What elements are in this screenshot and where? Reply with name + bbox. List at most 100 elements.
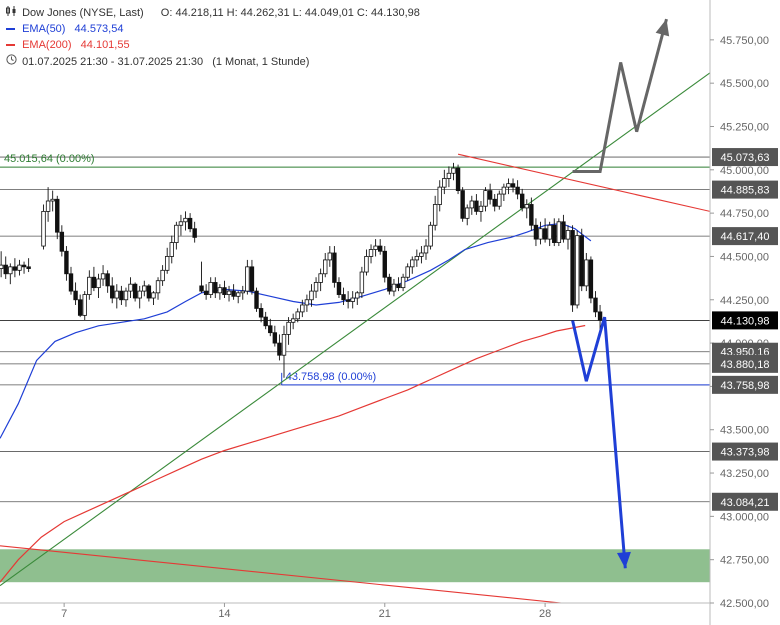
- candle: [570, 225, 575, 312]
- candle-body: [64, 250, 69, 275]
- candle: [277, 334, 282, 361]
- candle: [510, 178, 516, 193]
- candle: [245, 259, 250, 295]
- price-box-label: 43.084,21: [721, 497, 770, 509]
- candle: [231, 284, 236, 300]
- candle-body: [483, 190, 488, 207]
- candle: [12, 258, 18, 278]
- candle: [529, 197, 534, 231]
- candle-body: [323, 259, 328, 275]
- candle-body: [460, 190, 465, 219]
- candle-body: [164, 256, 170, 271]
- candle: [396, 277, 401, 292]
- candle-body: [359, 271, 365, 294]
- candle: [295, 308, 300, 323]
- price-box-bg: [712, 442, 778, 461]
- candlestick-icon: [6, 6, 19, 20]
- y-tick-label: 45.250,00: [720, 121, 769, 133]
- candle-body: [258, 308, 264, 318]
- candle-body: [8, 266, 13, 275]
- level-price-box: 45.073,63: [712, 148, 778, 167]
- candle: [318, 268, 323, 292]
- candle-body: [465, 207, 470, 219]
- date-range-text: 01.07.2025 21:30 - 31.07.2025 21:30: [22, 56, 204, 68]
- legend-ema50[interactable]: EMA(50) 44.573,54: [6, 22, 123, 36]
- candle: [588, 256, 594, 304]
- candle-body: [213, 282, 218, 294]
- candle: [377, 239, 383, 255]
- candle: [169, 235, 174, 264]
- candle-body: [588, 259, 594, 299]
- candle: [432, 195, 438, 231]
- candle-body: [542, 228, 548, 240]
- candle-body: [474, 200, 479, 212]
- candle: [341, 287, 346, 305]
- candle: [142, 280, 147, 297]
- ema50-label: EMA(50): [22, 23, 66, 35]
- candle-body: [0, 264, 4, 269]
- candle: [105, 270, 110, 293]
- candle: [501, 183, 507, 201]
- candle: [281, 325, 287, 378]
- candle: [524, 199, 529, 219]
- candle-body: [574, 235, 580, 306]
- candle-body: [565, 230, 571, 240]
- candle: [446, 166, 452, 188]
- candle: [300, 299, 305, 318]
- candle-body: [114, 290, 120, 299]
- candle: [3, 256, 8, 279]
- candle-body: [382, 250, 387, 278]
- candle: [414, 249, 420, 267]
- candle-body: [268, 325, 273, 334]
- date-range: 01.07.2025 21:30 - 31.07.2025 21:30 (1 M…: [6, 54, 309, 69]
- candle: [123, 287, 129, 307]
- candle: [579, 228, 584, 292]
- candle-body: [178, 221, 184, 226]
- price-box-bg: [712, 311, 778, 330]
- price-box-label: 43.758,98: [721, 380, 770, 392]
- candle: [286, 317, 291, 345]
- candle-body: [295, 311, 300, 320]
- candle: [332, 246, 337, 288]
- candle-body: [345, 299, 351, 302]
- candle: [119, 285, 124, 305]
- candle: [263, 311, 268, 330]
- candle-body: [529, 204, 534, 226]
- candle-body: [501, 186, 507, 195]
- trendline-upper-downtrend: [457, 153, 710, 212]
- candle-body: [510, 183, 516, 188]
- candle: [77, 294, 83, 318]
- candle-body: [469, 200, 475, 209]
- candle: [187, 213, 193, 233]
- candle-body: [332, 252, 337, 283]
- candle-body: [497, 193, 502, 207]
- candle-body: [169, 242, 174, 257]
- candle: [483, 187, 488, 212]
- candle-body: [254, 290, 259, 309]
- candle: [519, 188, 525, 212]
- ema200-line: [0, 324, 586, 583]
- candle-body: [59, 231, 65, 252]
- candle: [382, 246, 387, 283]
- legend-ema200[interactable]: EMA(200) 44.101,55: [6, 38, 130, 52]
- candle-body: [419, 252, 424, 257]
- candle-body: [405, 266, 410, 278]
- current-price-box: 44.130,98: [712, 311, 778, 330]
- candle: [492, 194, 497, 212]
- candle: [128, 277, 133, 299]
- candle-body: [451, 167, 456, 174]
- candle: [290, 313, 296, 330]
- level-price-box: 44.617,40: [712, 227, 778, 246]
- candle-body: [119, 290, 124, 301]
- candle-body: [41, 210, 46, 247]
- ema50-swatch: [6, 28, 15, 31]
- candle: [41, 204, 46, 250]
- candle-body: [3, 264, 8, 275]
- price-box-label: 43.880,18: [721, 359, 770, 371]
- candle: [487, 183, 493, 205]
- candle: [584, 252, 589, 292]
- candle: [137, 285, 142, 309]
- level-price-box: 43.880,18: [712, 354, 778, 373]
- candle-body: [17, 264, 22, 271]
